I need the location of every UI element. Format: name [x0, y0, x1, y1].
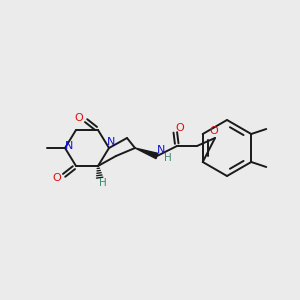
Polygon shape: [135, 148, 158, 159]
Text: O: O: [176, 123, 184, 133]
Text: O: O: [210, 126, 218, 136]
Text: N: N: [157, 145, 165, 155]
Text: O: O: [52, 173, 62, 183]
Text: O: O: [75, 113, 83, 123]
Text: N: N: [65, 141, 73, 151]
Text: N: N: [107, 137, 115, 147]
Text: H: H: [99, 178, 107, 188]
Text: H: H: [164, 153, 172, 163]
